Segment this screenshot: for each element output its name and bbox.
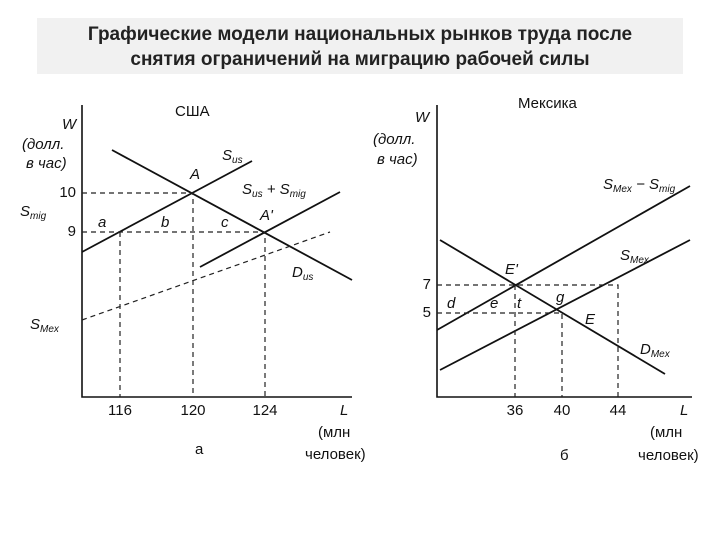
panel-usa [81, 105, 353, 398]
curve-label: a [98, 214, 106, 231]
curve-label: SMex [30, 316, 60, 335]
axes [81, 105, 352, 398]
curve-label: SMex − Smig [603, 176, 676, 195]
label-part: e [490, 295, 498, 312]
label-part: c [221, 214, 229, 231]
demand-mex [439, 239, 666, 375]
curve-label: SMex [620, 247, 650, 266]
curve-label: t [517, 295, 522, 312]
label-part: mig [290, 189, 307, 200]
label-part: S [620, 247, 630, 264]
label-part: us [252, 189, 263, 200]
curve-label: c [221, 214, 229, 231]
panel-caption: а [195, 441, 204, 458]
panel-mexico [436, 105, 692, 398]
x-tick-label: 116 [108, 402, 132, 419]
curve-label: E' [505, 261, 519, 278]
x-tick-label: 40 [554, 402, 571, 419]
label-part: g [556, 289, 565, 306]
supply-us-mig [199, 191, 341, 268]
label-part: − S [632, 176, 659, 193]
axis-x-unit: (млн [650, 424, 682, 441]
panel-caption: б [560, 447, 569, 464]
label-part: D [640, 341, 651, 358]
supply-mig [81, 231, 331, 321]
label-part: S [30, 316, 40, 333]
label-part: + S [263, 181, 290, 198]
label-part: Mex [40, 324, 60, 335]
label-part: A [189, 166, 200, 183]
axis-x-label: L [680, 402, 688, 419]
label-part: S [603, 176, 613, 193]
label-part: S [222, 147, 232, 164]
curve-label: Sus [222, 147, 243, 166]
curve-label: Smig [20, 203, 47, 222]
y-tick-label: 10 [59, 184, 76, 201]
axis-y-unit: в час) [377, 151, 418, 168]
axis-y-label: W [62, 116, 78, 133]
axes [436, 105, 692, 398]
axis-x-unit: человек) [638, 447, 699, 464]
x-tick-label: 36 [507, 402, 524, 419]
label-part: Mex [630, 255, 650, 266]
axis-x-label: L [340, 402, 348, 419]
axis-y-label: W [415, 109, 431, 126]
label-part: us [232, 155, 243, 166]
label-part: t [517, 295, 522, 312]
label-part: D [292, 264, 303, 281]
curve-label: E [585, 311, 596, 328]
axis-x-unit: (млн [318, 424, 350, 441]
label-part: E [585, 311, 596, 328]
curve-label: Dus [292, 264, 313, 283]
panel-heading: Мексика [518, 95, 578, 112]
label-part: mig [659, 184, 676, 195]
curve-label: b [161, 214, 169, 231]
guide-lines [82, 192, 266, 397]
curve-label: g [556, 289, 565, 306]
supply-mex [439, 239, 691, 371]
label-part: A' [259, 207, 274, 224]
label-part: S [20, 203, 30, 220]
label-part: mig [30, 211, 47, 222]
y-tick-label: 7 [423, 276, 431, 293]
label-part: E' [505, 261, 519, 278]
label-part: b [161, 214, 169, 231]
label-part: Mex [651, 349, 671, 360]
curve-label: d [447, 295, 456, 312]
title-line: Графические модели национальных рынков т… [88, 24, 632, 45]
curve-label: e [490, 295, 498, 312]
demand-us [111, 149, 353, 281]
label-part: Mex [613, 184, 633, 195]
axis-y-unit: (долл. [22, 136, 64, 153]
label-part: S [242, 181, 252, 198]
supply-us [81, 160, 253, 253]
curve-label: DMex [640, 341, 671, 360]
x-tick-label: 44 [610, 402, 627, 419]
axis-x-unit: человек) [305, 446, 366, 463]
x-tick-label: 120 [180, 402, 205, 419]
guide-lines [437, 284, 619, 397]
label-part: d [447, 295, 456, 312]
y-tick-label: 5 [423, 304, 431, 321]
curve-label: A' [259, 207, 274, 224]
axis-y-unit: в час) [26, 155, 67, 172]
title-box [37, 18, 683, 74]
axis-y-unit: (долл. [373, 131, 415, 148]
supply-mex-mig [436, 185, 691, 331]
x-tick-label: 124 [252, 402, 277, 419]
label-part: a [98, 214, 106, 231]
curve-label: Sus + Smig [242, 181, 306, 200]
panel-heading: США [175, 103, 210, 120]
curve-label: A [189, 166, 200, 183]
title-line: снятия ограничений на миграцию рабочей с… [130, 49, 589, 70]
y-tick-label: 9 [68, 223, 76, 240]
label-part: us [303, 272, 314, 283]
